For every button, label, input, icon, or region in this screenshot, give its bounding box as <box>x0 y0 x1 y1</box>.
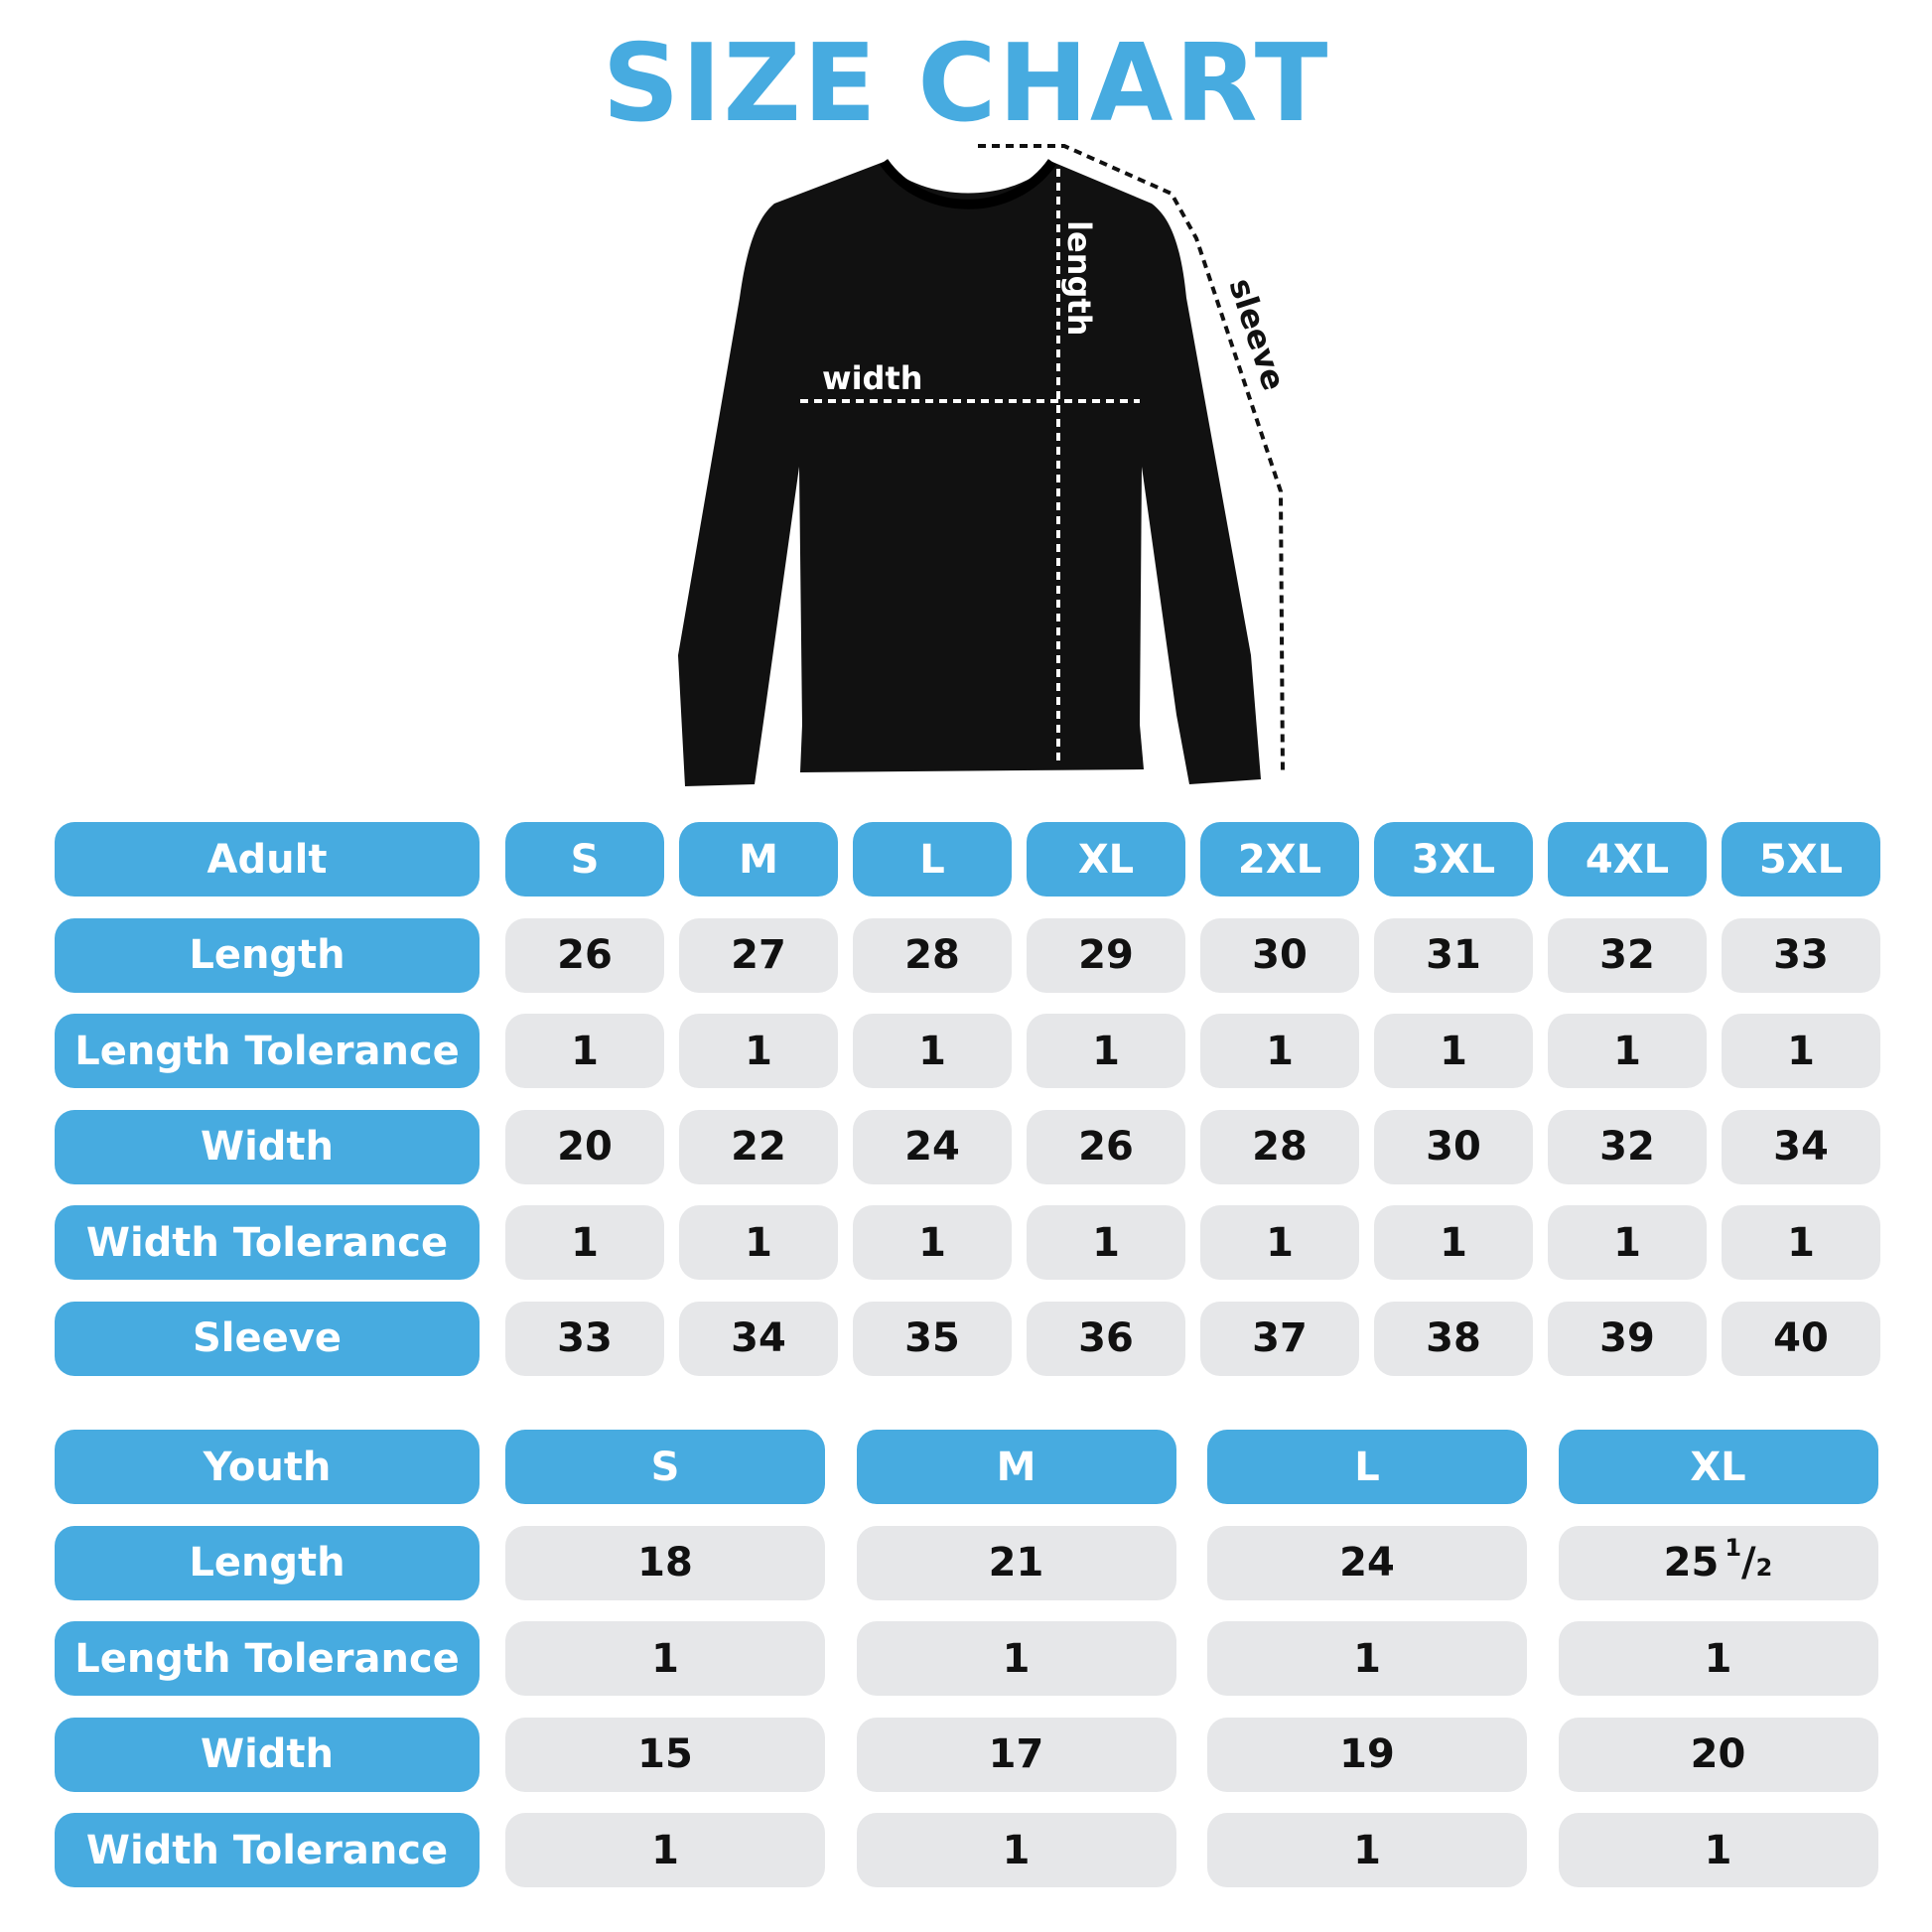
adult-size-l: L <box>853 822 1012 897</box>
sweatshirt-image <box>678 162 1261 786</box>
youth-size-l: L <box>1207 1430 1527 1504</box>
youth-value-cell: 1 <box>856 1813 1176 1887</box>
sleeve-label: sleeve <box>1221 274 1293 395</box>
youth-value-cell: 17 <box>856 1717 1176 1792</box>
adult-value-cell: 1 <box>679 1014 838 1088</box>
adult-value-cell: 35 <box>853 1301 1012 1376</box>
adult-value-cell: 1 <box>505 1014 664 1088</box>
adult-row-label: Sleeve <box>55 1301 480 1376</box>
width-label: width <box>822 359 923 397</box>
adult-value-cell: 34 <box>1722 1109 1880 1184</box>
adult-value-cell: 1 <box>505 1205 664 1280</box>
adult-row-label: Width <box>55 1109 480 1184</box>
adult-value-cell: 1 <box>1027 1014 1185 1088</box>
adult-value-cell: 37 <box>1200 1301 1359 1376</box>
youth-value-cell: 20 <box>1558 1717 1878 1792</box>
adult-value-cell: 1 <box>679 1205 838 1280</box>
adult-value-cell: 1 <box>1548 1014 1707 1088</box>
adult-value-cell: 30 <box>1200 917 1359 993</box>
youth-value-cell: 24 <box>1207 1525 1527 1600</box>
adult-value-cell: 1 <box>853 1205 1012 1280</box>
youth-row-label: Length <box>55 1525 480 1600</box>
adult-value-cell: 40 <box>1722 1301 1880 1376</box>
adult-size-3xl: 3XL <box>1374 822 1533 897</box>
adult-value-cell: 34 <box>679 1301 838 1376</box>
youth-value-cell: 1 <box>505 1621 825 1696</box>
youth-row-label: Length Tolerance <box>55 1621 480 1696</box>
adult-value-cell: 30 <box>1374 1109 1533 1184</box>
adult-value-cell: 29 <box>1027 917 1185 993</box>
adult-value-cell: 22 <box>679 1109 838 1184</box>
adult-size-2xl: 2XL <box>1200 822 1359 897</box>
adult-row-label: Width Tolerance <box>55 1205 480 1280</box>
youth-size-xl: XL <box>1558 1430 1878 1504</box>
youth-value-cell: 21 <box>856 1525 1176 1600</box>
adult-value-cell: 26 <box>505 917 664 993</box>
adult-value-cell: 36 <box>1027 1301 1185 1376</box>
adult-value-cell: 20 <box>505 1109 664 1184</box>
adult-size-5xl: 5XL <box>1722 822 1880 897</box>
adult-value-cell: 38 <box>1374 1301 1533 1376</box>
adult-size-m: M <box>679 822 838 897</box>
youth-size-m: M <box>856 1430 1176 1504</box>
youth-value-cell: 15 <box>505 1717 825 1792</box>
youth-header-label: Youth <box>55 1430 480 1504</box>
youth-value-cell: 1 <box>1558 1621 1878 1696</box>
adult-value-cell: 26 <box>1027 1109 1185 1184</box>
youth-value-cell: 1 <box>1558 1813 1878 1887</box>
adult-value-cell: 27 <box>679 917 838 993</box>
page-title: SIZE CHART <box>602 22 1330 146</box>
adult-value-cell: 1 <box>1027 1205 1185 1280</box>
adult-size-4xl: 4XL <box>1548 822 1707 897</box>
adult-value-cell: 31 <box>1374 917 1533 993</box>
adult-header-label: Adult <box>55 822 480 897</box>
adult-size-xl: XL <box>1027 822 1185 897</box>
adult-value-cell: 1 <box>1374 1014 1533 1088</box>
youth-row-label: Width Tolerance <box>55 1813 480 1887</box>
adult-value-cell: 1 <box>1374 1205 1533 1280</box>
adult-value-cell: 28 <box>853 917 1012 993</box>
adult-value-cell: 32 <box>1548 1109 1707 1184</box>
youth-value-cell: 18 <box>505 1525 825 1600</box>
youth-value-cell: 19 <box>1207 1717 1527 1792</box>
adult-value-cell: 28 <box>1200 1109 1359 1184</box>
adult-value-cell: 39 <box>1548 1301 1707 1376</box>
adult-value-cell: 1 <box>1200 1205 1359 1280</box>
adult-value-cell: 24 <box>853 1109 1012 1184</box>
youth-value-cell: 1 <box>1207 1813 1527 1887</box>
adult-value-cell: 1 <box>1722 1014 1880 1088</box>
youth-value-cell: 1 <box>1207 1621 1527 1696</box>
adult-value-cell: 1 <box>1548 1205 1707 1280</box>
adult-value-cell: 33 <box>1722 917 1880 993</box>
youth-value-cell: 1 <box>505 1813 825 1887</box>
youth-row-label: Width <box>55 1717 480 1792</box>
adult-row-label: Length Tolerance <box>55 1014 480 1088</box>
adult-value-cell: 33 <box>505 1301 664 1376</box>
adult-value-cell: 32 <box>1548 917 1707 993</box>
length-label: length <box>1060 220 1098 336</box>
sweatshirt-diagram: width length sleeve <box>678 144 1293 786</box>
adult-value-cell: 1 <box>1200 1014 1359 1088</box>
adult-row-label: Length <box>55 917 480 993</box>
youth-size-s: S <box>505 1430 825 1504</box>
youth-value-cell: 1 <box>856 1621 1176 1696</box>
adult-value-cell: 1 <box>853 1014 1012 1088</box>
adult-size-s: S <box>505 822 664 897</box>
youth-value-cell: 25 1/2 <box>1558 1525 1878 1600</box>
adult-value-cell: 1 <box>1722 1205 1880 1280</box>
sleeve-measure-line <box>978 144 1285 775</box>
